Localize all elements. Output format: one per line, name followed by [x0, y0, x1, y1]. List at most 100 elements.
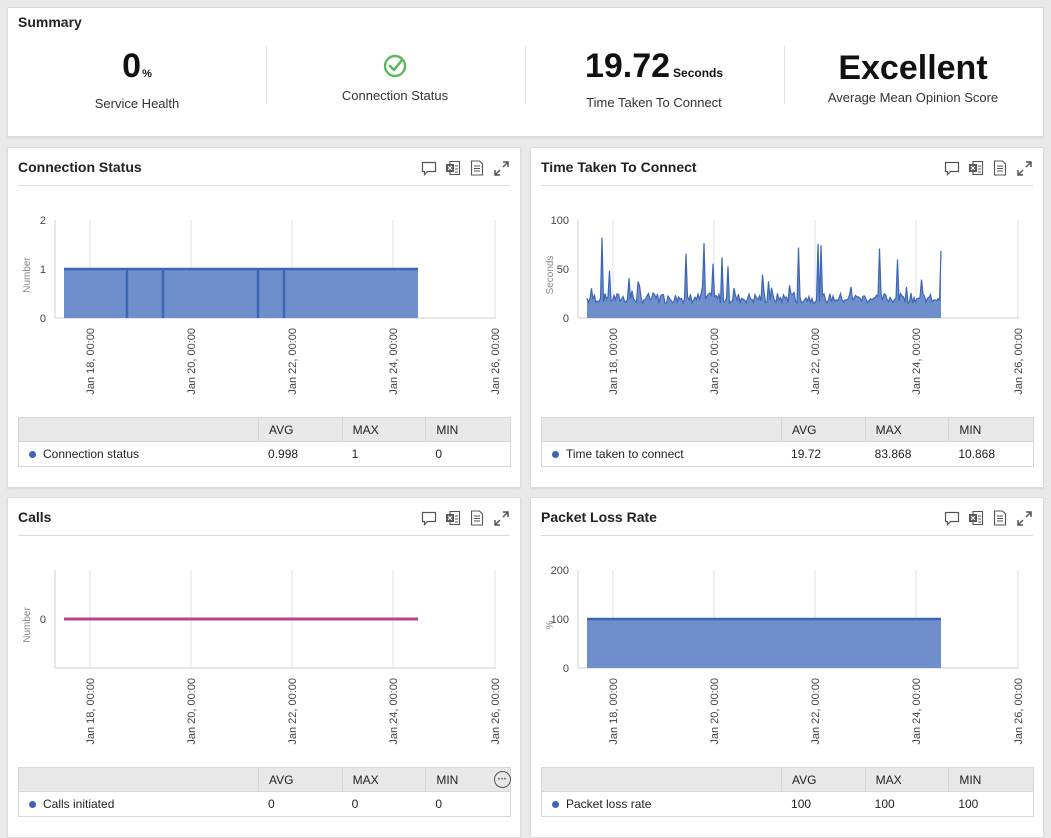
- avg-value: 0: [268, 797, 275, 811]
- x-tick-label: Jan 22, 00:00: [810, 678, 822, 745]
- divider: [18, 535, 510, 536]
- x-tick-label: Jan 26, 00:00: [1013, 328, 1025, 395]
- expand-icon[interactable]: [492, 509, 510, 527]
- legend-dot: [552, 801, 559, 808]
- stats-header: AVG MAX MIN •••: [19, 768, 511, 792]
- connection-status-label: Connection Status: [341, 88, 449, 103]
- x-tick-label: Jan 26, 00:00: [490, 678, 502, 745]
- y-tick-label: 100: [551, 215, 569, 227]
- comment-icon[interactable]: [420, 159, 438, 177]
- header-spacer: [542, 418, 781, 441]
- series-name-cell: Packet loss rate: [542, 792, 781, 816]
- stats-table: AVG MAX MIN Packet loss rate 100 100 100: [541, 767, 1034, 817]
- chart: 0 100 200% Jan 18, 00:00 Jan 20, 00:00 Jan 22…: [545, 565, 1025, 745]
- divider: [541, 535, 1033, 536]
- panel-title: Calls: [18, 509, 52, 525]
- y-tick-label: 0: [563, 313, 569, 325]
- expand-icon[interactable]: [1015, 509, 1033, 527]
- max-value: 83.868: [874, 447, 912, 461]
- pdf-icon[interactable]: [991, 159, 1009, 177]
- series-area: [587, 619, 941, 668]
- y-tick-label: 0: [40, 614, 46, 626]
- pdf-icon[interactable]: [991, 509, 1009, 527]
- x-tick-label: Jan 18, 00:00: [85, 328, 97, 395]
- y-tick-label: 0: [40, 313, 46, 325]
- avg-value: 0.998: [268, 447, 299, 461]
- divider: [18, 185, 510, 186]
- divider: [266, 46, 267, 104]
- stats-table: AVG MAX MIN ••• Calls initiated 0 0 0: [18, 767, 511, 817]
- min-value: 0: [435, 447, 443, 461]
- chart: 0 Number Jan 18, 00:00 Jan 20, 00:00 Jan 22,…: [22, 570, 502, 745]
- series-name-cell: Calls initiated: [19, 792, 258, 816]
- packet-loss-panel: Packet Loss Rate 0 100 200% Jan 18, 00:00 Jan…: [530, 497, 1044, 838]
- panel-toolbar: [943, 159, 1033, 177]
- check-circle-icon: [375, 46, 415, 86]
- expand-icon[interactable]: [492, 159, 510, 177]
- excel-icon[interactable]: [967, 159, 985, 177]
- time-taken-value: 19.72: [584, 47, 671, 85]
- panel-toolbar: [420, 159, 510, 177]
- y-tick-label: 0: [563, 663, 569, 675]
- comment-icon[interactable]: [420, 509, 438, 527]
- mos-metric: Excellent Average Mean Opinion Score: [784, 48, 1042, 106]
- x-tick-label: Jan 24, 00:00: [911, 328, 923, 395]
- x-tick-label: Jan 26, 00:00: [1013, 678, 1025, 745]
- x-tick-label: Jan 22, 00:00: [810, 328, 822, 395]
- x-tick-label: Jan 18, 00:00: [85, 678, 97, 745]
- series-name: Time taken to connect: [566, 447, 684, 461]
- calls-panel: Calls 0 Number Jan 18, 00:00 Jan 20, 00:00 Ja…: [7, 497, 521, 838]
- series-name: Packet loss rate: [566, 797, 652, 811]
- service-health-value: 0: [122, 47, 142, 85]
- legend-dot: [29, 801, 36, 808]
- avg-header: AVG: [780, 768, 865, 791]
- max-value: 0: [351, 797, 359, 811]
- mos-label: Average Mean Opinion Score: [827, 90, 999, 105]
- y-axis-label: %: [545, 620, 556, 629]
- header-spacer: [19, 418, 258, 441]
- summary-title: Summary: [18, 14, 82, 30]
- time-to-connect-panel: Time Taken To Connect 0 50 100 Seconds Jan 18…: [530, 147, 1044, 488]
- comment-icon[interactable]: [943, 509, 961, 527]
- min-header-label: MIN: [436, 423, 459, 437]
- min-header: MIN: [948, 768, 1033, 791]
- legend-dot: [552, 451, 559, 458]
- panel-title: Packet Loss Rate: [541, 509, 657, 525]
- series-name: Connection status: [43, 447, 140, 461]
- min-header-label: MIN: [959, 423, 982, 437]
- divider: [784, 46, 785, 104]
- divider: [541, 185, 1033, 186]
- excel-icon[interactable]: [967, 509, 985, 527]
- stats-header: AVG MAX MIN: [19, 418, 510, 442]
- x-tick-label: Jan 20, 00:00: [186, 328, 198, 395]
- avg-value: 19.72: [791, 447, 822, 461]
- x-tick-label: Jan 24, 00:00: [911, 678, 923, 745]
- y-axis-label: Number: [22, 607, 33, 643]
- min-header-label: MIN: [959, 773, 982, 787]
- excel-icon[interactable]: [444, 509, 462, 527]
- excel-icon[interactable]: [444, 159, 462, 177]
- panel-toolbar: [943, 509, 1033, 527]
- x-tick-label: Jan 26, 00:00: [490, 328, 502, 395]
- pdf-icon[interactable]: [468, 159, 486, 177]
- mos-value: Excellent: [838, 49, 988, 87]
- max-value: 100: [874, 797, 895, 811]
- series-area: [587, 237, 941, 318]
- header-spacer: [542, 768, 781, 791]
- table-row: Connection status 0.998 1 0: [19, 442, 510, 466]
- min-header: MIN: [425, 418, 510, 441]
- service-health-label: Service Health: [94, 96, 180, 111]
- avg-header: AVG: [257, 418, 342, 441]
- y-tick-label: 100: [551, 614, 569, 626]
- y-tick-label: 1: [40, 264, 46, 276]
- y-axis-label: Number: [22, 257, 33, 293]
- expand-icon[interactable]: [1015, 159, 1033, 177]
- x-tick-label: Jan 22, 00:00: [287, 678, 299, 745]
- more-options-icon[interactable]: •••: [494, 771, 511, 788]
- pdf-icon[interactable]: [468, 509, 486, 527]
- comment-icon[interactable]: [943, 159, 961, 177]
- min-header: MIN •••: [425, 768, 511, 791]
- max-header: MAX: [864, 418, 949, 441]
- x-tick-label: Jan 24, 00:00: [388, 678, 400, 745]
- max-header: MAX: [864, 768, 949, 791]
